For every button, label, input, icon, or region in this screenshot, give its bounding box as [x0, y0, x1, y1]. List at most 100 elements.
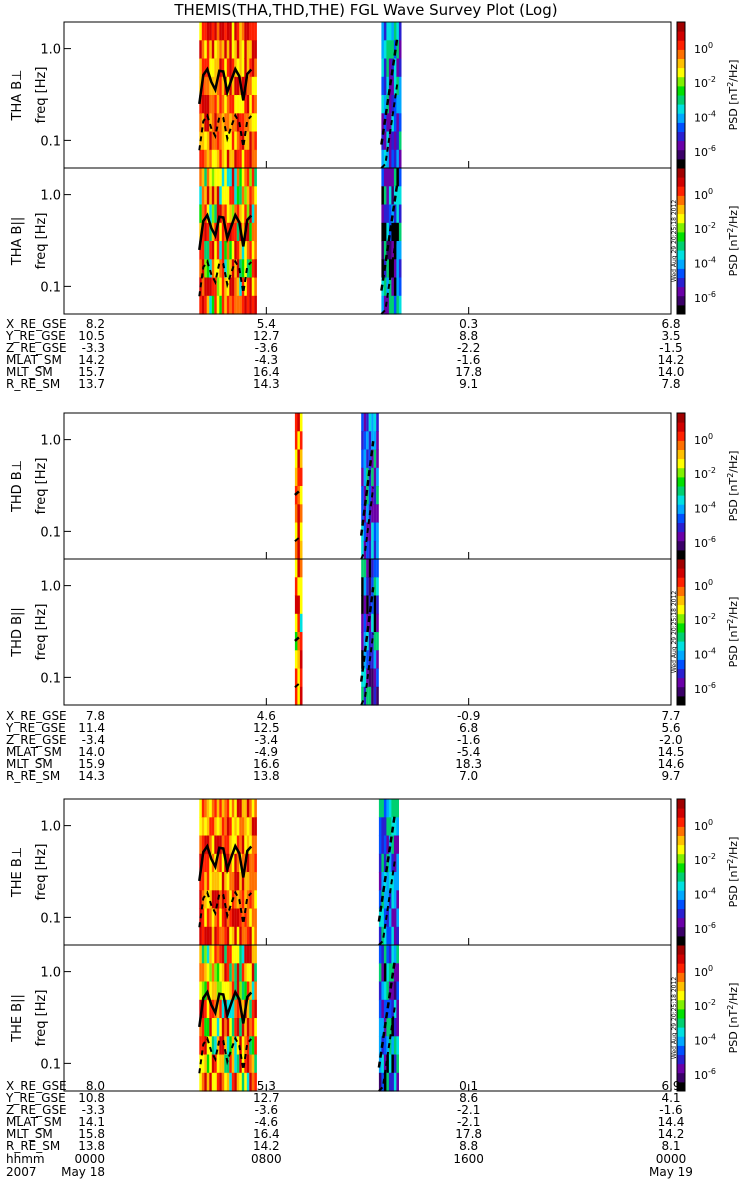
spectrogram-cell	[199, 241, 202, 260]
spectrogram-cell	[386, 149, 389, 169]
spectrogram-cell	[246, 222, 250, 242]
colorbar-swatch	[677, 122, 685, 132]
spectrogram-cell	[224, 95, 227, 114]
spectrogram-cell	[383, 926, 387, 946]
spectrogram-cell	[396, 241, 399, 260]
spectrogram-cell	[398, 186, 402, 206]
spectrogram-cell	[204, 817, 207, 837]
colorbar-swatch	[677, 222, 685, 233]
spectrogram-cell	[297, 613, 300, 633]
spectrogram-cell	[368, 486, 372, 505]
colorbar-swatch	[677, 899, 685, 909]
spectrogram-cell	[204, 999, 207, 1019]
spectrogram-cell	[224, 835, 227, 855]
spectrogram-cell	[386, 963, 389, 983]
spectrogram-cell	[216, 222, 220, 242]
spectrogram-cell	[211, 1054, 215, 1074]
spectrogram-cell	[363, 559, 367, 578]
spectrogram-cell	[381, 1054, 384, 1074]
spectrogram-cell	[251, 58, 255, 78]
orbit-value: -3.6	[255, 1103, 278, 1117]
spectrogram-cell	[234, 95, 237, 114]
spectrogram-cell	[234, 40, 237, 60]
gyrofrequency-harmonic-trace	[198, 1036, 253, 1074]
spectrogram-cell	[204, 168, 207, 187]
spectrogram-cell	[371, 559, 374, 578]
spectrogram-cell	[381, 999, 384, 1019]
colorbar-swatch	[677, 241, 685, 251]
spectrogram-cell	[244, 131, 247, 151]
spectrogram-cell	[246, 95, 250, 114]
spectrogram-cell	[376, 577, 379, 597]
colorbar-tick-label: 100	[694, 964, 713, 979]
panel-thd-bperp: 1.0 0.1 THD B⊥ freq [Hz] 100 10-2 10-4 10-6 PSD …	[10, 412, 740, 560]
spectrogram-cell	[236, 295, 240, 315]
spectrogram-cell	[251, 817, 255, 837]
spectrogram-cell	[373, 668, 377, 688]
freq-tick-label: 1.0	[40, 966, 61, 981]
spectrogram-cell	[386, 76, 389, 96]
spectrogram-cell	[234, 186, 237, 206]
spectrogram-cell	[219, 963, 222, 983]
spectrogram-cell	[378, 926, 382, 946]
spectrogram-cell	[201, 963, 205, 983]
spectrogram-cell	[391, 58, 394, 78]
spectrogram-cell	[294, 467, 298, 487]
spectrogram-cell	[214, 204, 217, 224]
spectrogram-cell	[224, 908, 227, 928]
colorbar-tick-label: 10-4	[694, 887, 716, 902]
spectrogram-cell	[378, 853, 382, 873]
spectrogram-cell	[246, 259, 250, 279]
spectrogram-cell	[378, 817, 382, 837]
spectrogram-cell	[199, 799, 202, 818]
spectrogram-cell	[211, 149, 215, 169]
spectrogram-cell	[241, 890, 245, 910]
spectrogram-cell	[396, 95, 399, 114]
spectrogram-cell	[221, 981, 225, 1001]
colorbar-swatch	[677, 917, 685, 928]
spectrogram-cell	[254, 76, 257, 96]
spectrogram-cell	[239, 204, 242, 224]
gyrofrequency-harmonic-trace	[380, 82, 399, 169]
spectrogram-cell	[241, 945, 245, 964]
spectrogram-cell	[361, 577, 364, 597]
spectrogram-cell	[206, 1072, 210, 1092]
spectrogram-cell	[201, 149, 205, 169]
spectrogram-cell	[206, 817, 210, 837]
spectrogram-cell	[398, 95, 402, 114]
spectrogram-cell	[234, 1018, 237, 1037]
colorbar-swatch	[677, 999, 685, 1010]
spectrogram-cell	[246, 76, 250, 96]
spectrogram-cell	[234, 259, 237, 279]
spectrogram-cell	[254, 113, 257, 133]
spectrogram-cell	[211, 22, 215, 41]
colorbar-tick-label: 10-4	[694, 256, 716, 271]
spectrogram-cell	[241, 241, 245, 260]
spectrogram-cell	[239, 817, 242, 837]
spectrogram-cell	[251, 890, 255, 910]
spectrogram-cell	[231, 241, 235, 260]
spectrogram-cell	[226, 149, 230, 169]
spectrogram-cell	[231, 1054, 235, 1074]
spectrogram-cell	[244, 817, 247, 837]
spectrogram-cell	[391, 149, 394, 169]
spectrogram-cell	[396, 835, 399, 855]
spectrogram-cell	[229, 890, 232, 910]
spectrogram-cell	[396, 853, 399, 873]
gyrofrequency-harmonic-trace	[360, 487, 375, 560]
orbit-value: 6.8	[459, 721, 478, 735]
spectrogram-cell	[226, 295, 230, 315]
spectrogram-cell	[211, 40, 215, 60]
spectrogram-cell	[246, 295, 250, 315]
spectrogram-cell	[206, 76, 210, 96]
spectrogram-cell	[209, 204, 212, 224]
spectrogram-cell	[221, 113, 225, 133]
spectrogram-cell	[249, 999, 252, 1019]
colorbar-swatch	[677, 826, 685, 836]
spectrogram-cell	[398, 277, 402, 297]
spectrogram-cell	[366, 595, 369, 615]
spectrogram-cell	[254, 40, 257, 60]
orbit-value: 12.5	[253, 721, 280, 735]
spectrogram-cell	[251, 222, 255, 242]
spectrogram-cell	[386, 222, 389, 242]
